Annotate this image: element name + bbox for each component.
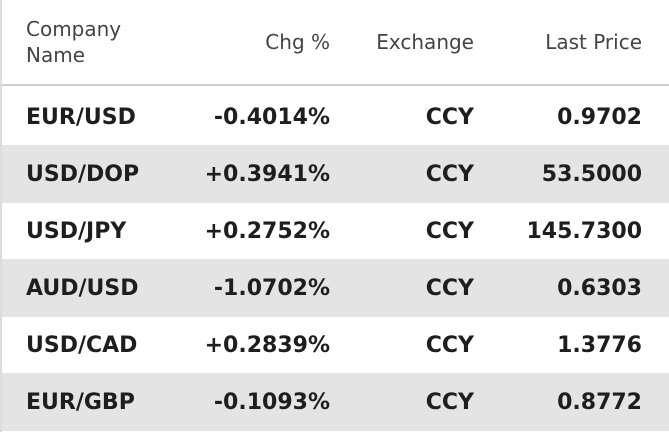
last-price: 0.8772: [557, 389, 642, 415]
table-row: USD/DOP +0.3941% CCY 53.5000: [2, 145, 669, 203]
exchange: CCY: [425, 332, 474, 358]
last-price: 0.9702: [557, 104, 642, 130]
header-change-percent: Chg %: [265, 30, 330, 54]
company-name: EUR/GBP: [26, 389, 135, 415]
change-percent: +0.2839%: [204, 332, 330, 358]
change-percent: -0.4014%: [213, 104, 330, 130]
last-price: 53.5000: [541, 161, 642, 187]
exchange: CCY: [425, 104, 474, 130]
company-name: USD/DOP: [26, 161, 140, 187]
table-row: EUR/USD -0.4014% CCY 0.9702: [2, 88, 669, 146]
table-row: USD/JPY +0.2752% CCY 145.7300: [2, 202, 669, 260]
company-name: USD/JPY: [26, 218, 127, 244]
header-last-price: Last Price: [545, 30, 642, 54]
exchange: CCY: [425, 161, 474, 187]
last-price: 145.7300: [526, 218, 642, 244]
company-name: USD/CAD: [26, 332, 138, 358]
exchange: CCY: [425, 389, 474, 415]
exchange: CCY: [425, 218, 474, 244]
table-row: USD/CAD +0.2839% CCY 1.3776: [2, 316, 669, 374]
company-name: AUD/USD: [26, 275, 139, 301]
last-price: 0.6303: [557, 275, 642, 301]
change-percent: -0.1093%: [213, 389, 330, 415]
table-row: AUD/USD -1.0702% CCY 0.6303: [2, 259, 669, 317]
table-row: EUR/GBP -0.1093% CCY 0.8772: [2, 373, 669, 431]
header-company-name: Company Name: [26, 17, 122, 67]
exchange: CCY: [425, 275, 474, 301]
change-percent: -1.0702%: [213, 275, 330, 301]
company-name: EUR/USD: [26, 104, 136, 130]
change-percent: +0.2752%: [204, 218, 330, 244]
last-price: 1.3776: [557, 332, 642, 358]
change-percent: +0.3941%: [204, 161, 330, 187]
header-row: Company Name Chg % Exchange Last Price: [2, 0, 669, 86]
header-exchange: Exchange: [376, 30, 474, 54]
